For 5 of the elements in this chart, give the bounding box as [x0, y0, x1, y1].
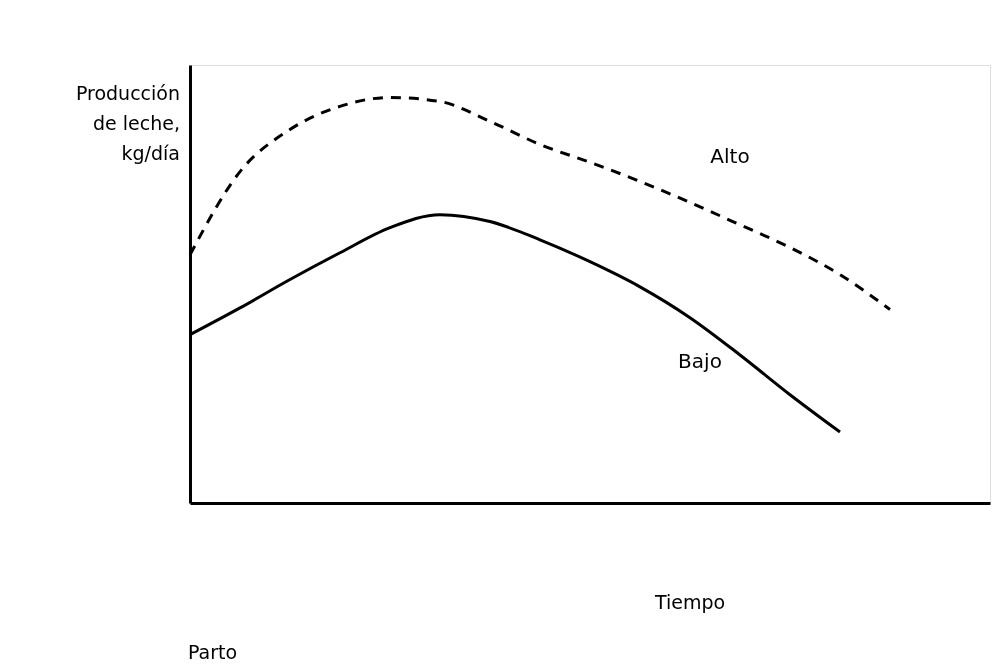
series-label: Bajo	[678, 348, 722, 373]
text: Parto	[188, 641, 238, 663]
series-label: Alto	[710, 144, 750, 169]
x-axis-title: Tiempo	[653, 591, 726, 613]
y-axis-title: Producción de leche, kg/día	[75, 82, 180, 164]
